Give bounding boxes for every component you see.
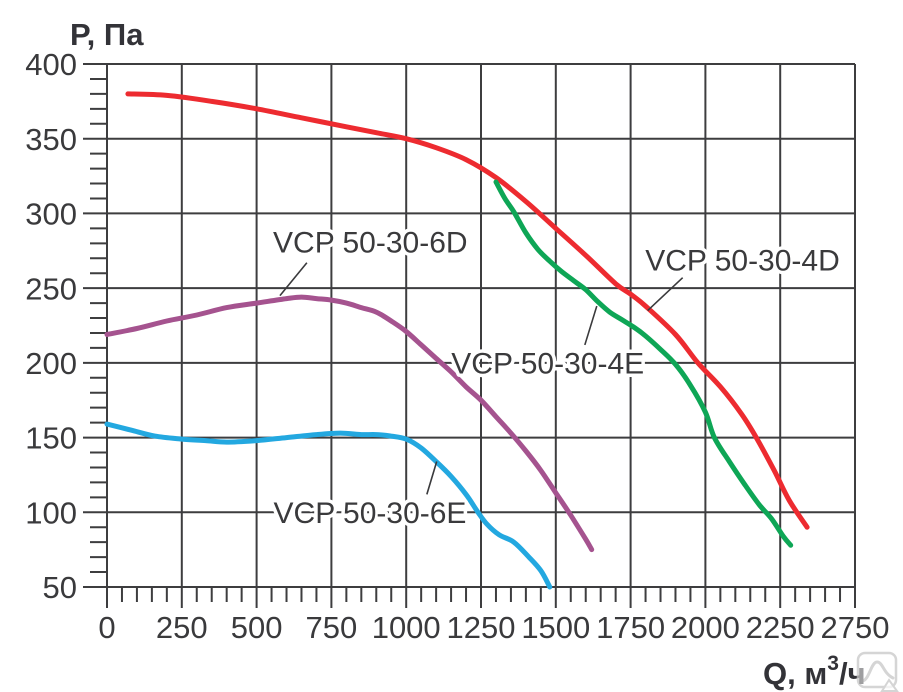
curve-label-group: VCP 50-30-6D [270,223,471,297]
curve-label-text: VCP 50-30-4D [645,245,840,278]
x-tick-label: 250 [156,610,208,645]
y-tick-label: 100 [25,495,77,530]
chart-logo-watermark [856,651,899,692]
x-tick-label: 2750 [821,610,890,645]
x-tick-label: 1000 [372,610,441,645]
series-curve-VCP-50-30-4E [493,179,794,548]
watermark-curve-icon [860,660,895,683]
series-curve-VCP-50-30-6E [104,421,553,590]
series-curve-VCP-50-30-6D [104,294,595,553]
y-tick-label: 200 [25,346,77,381]
x-tick-label: 1250 [447,610,516,645]
y-tick-label: 300 [25,197,77,232]
curve-label-group: VCP 50-30-6E [270,461,470,534]
x-tick-label: 1750 [596,610,665,645]
series-layer [104,91,810,590]
y-tick-label: 150 [25,421,77,456]
x-axis-title: Q, м3/ч [763,652,866,691]
curve-label-leader-line [426,461,438,495]
curve-label-text: VCP 50-30-6E [274,497,467,530]
x-axis-title-main: Q, м [763,656,827,691]
curve-label-group: VCP 50-30-4E [448,305,648,384]
x-tick-label: 2250 [746,610,815,645]
y-axis-title: P, Па [70,17,144,52]
grid-layer [83,63,856,608]
curve-label-leader-line [279,262,308,297]
x-tick-label: 2000 [671,610,740,645]
curve-labels-layer: VCP 50-30-6D VCP 50-30-4D VCP 50-30-4E VCP … [270,223,844,534]
y-tick-label: 350 [25,122,77,157]
tick-labels-layer: 0 250 500 750 1000 1250 1500 1750 2000 2250 2750 40… [25,47,889,645]
x-tick-label: 750 [306,610,358,645]
y-tick-label: 250 [25,271,77,306]
watermark-triangle-icon [880,678,899,692]
y-tick-label: 50 [43,570,77,605]
x-axis-title-superscript: 3 [827,652,839,675]
x-tick-label: 1500 [521,610,590,645]
curve-label-text: VCP 50-30-4E [451,348,644,381]
curve-label-text: VCP 50-30-6D [273,227,468,260]
curve-label-leader-line [584,305,598,346]
x-tick-label: 500 [231,610,283,645]
curve-label-group: VCP 50-30-4D [642,241,843,312]
y-tick-label: 400 [25,47,77,82]
x-tick-label: 0 [98,610,115,645]
curve-label-leader-line [647,277,684,312]
series-curve-VCP-50-30-4D [125,91,810,530]
